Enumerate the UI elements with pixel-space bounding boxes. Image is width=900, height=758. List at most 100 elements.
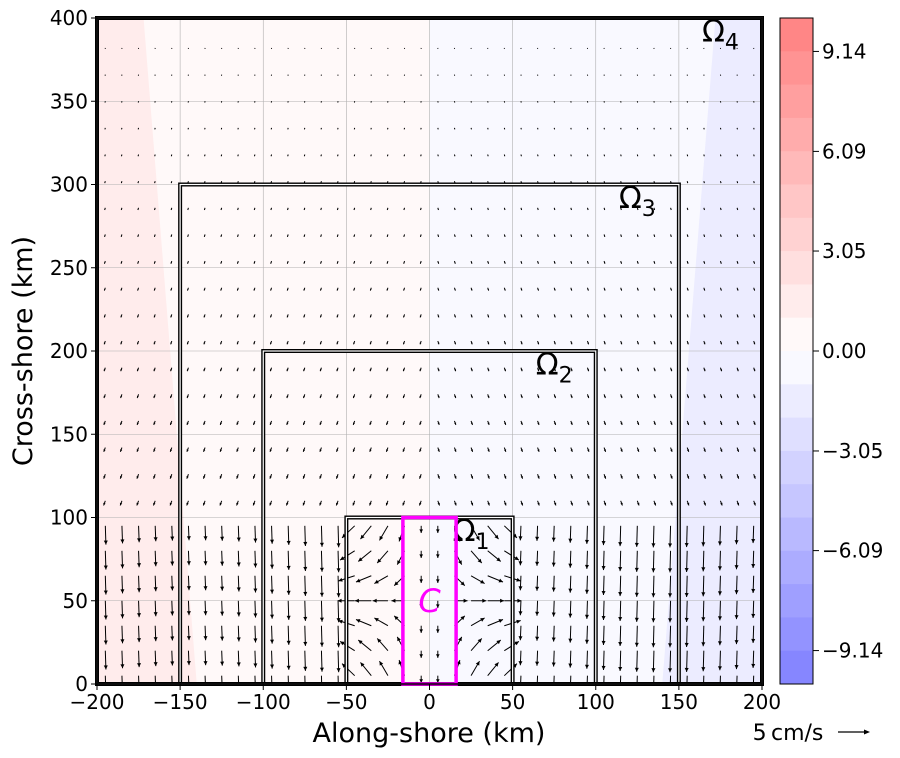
quiver-arrowhead <box>703 422 706 425</box>
quiver-arrowhead <box>470 128 472 130</box>
domain-label: Ω1 <box>453 514 490 555</box>
quiver-arrowhead <box>420 262 422 264</box>
quiver-arrowhead <box>369 449 372 452</box>
colorbar-segment <box>780 251 813 285</box>
quiver-arrowhead <box>537 208 539 211</box>
quiver-arrowhead <box>286 502 289 506</box>
quiver-arrowhead <box>504 128 505 130</box>
quiver-arrowhead <box>701 692 705 696</box>
quiver-arrowhead <box>703 182 705 184</box>
quiver-arrowhead <box>753 182 755 184</box>
quiver-arrowhead <box>286 369 289 372</box>
quiver-arrowhead <box>668 618 673 623</box>
quiver-arrowhead <box>720 182 722 184</box>
channel-label: C <box>418 582 441 620</box>
quiver-arrowhead <box>302 449 306 452</box>
quiver-arrowhead <box>203 502 206 506</box>
quiver-arrowhead <box>203 315 206 318</box>
quiver-arrowhead <box>104 75 106 76</box>
quiver-arrowhead <box>520 288 523 291</box>
quiver-arrowhead <box>637 342 639 345</box>
quiver-arrowhead <box>154 75 156 76</box>
quiver-arrowhead <box>436 579 440 583</box>
quiver-arrowhead <box>203 369 206 372</box>
quiver-arrowhead <box>170 561 175 566</box>
quiver-arrowhead <box>670 75 671 76</box>
quiver-arrowhead <box>537 502 540 506</box>
quiver-arrowhead <box>303 395 306 399</box>
quiver-arrowhead <box>136 502 139 506</box>
quiver-arrowhead <box>520 262 523 264</box>
quiver-arrowhead <box>686 288 689 291</box>
quiver-arrowhead <box>651 643 656 648</box>
quiver-arrowhead <box>498 578 504 583</box>
quiver-arrowhead <box>394 581 399 586</box>
colorbar-tick-label: 6.09 <box>822 139 867 163</box>
quiver-arrowhead <box>138 101 139 103</box>
quiver-arrowhead <box>570 449 573 452</box>
quiver-arrowhead <box>570 369 573 372</box>
quiver-arrowhead <box>403 342 405 345</box>
quiver-arrowhead <box>153 342 156 345</box>
quiver-arrowhead <box>137 208 139 211</box>
quiver-arrowhead <box>220 288 222 291</box>
quiver-arrowhead <box>734 540 739 545</box>
quiver-arrowhead <box>154 101 156 103</box>
quiver-arrowhead <box>653 128 655 130</box>
quiver-arrowhead <box>169 449 173 452</box>
quiver-arrowhead <box>104 288 106 291</box>
quiver-arrowhead <box>437 502 440 506</box>
quiver-arrowhead <box>171 155 173 157</box>
colorbar-segment <box>780 517 813 552</box>
quiver-arrowhead <box>480 579 485 584</box>
quiver-arrowhead <box>220 661 225 666</box>
quiver-arrowhead <box>369 422 372 425</box>
quiver-arrowhead <box>463 598 468 603</box>
quiver-arrowhead <box>137 369 139 372</box>
quiver-arrowhead <box>153 476 156 479</box>
quiver-arrowhead <box>104 208 106 211</box>
quiver-arrow <box>653 675 655 684</box>
quiver-arrowhead <box>254 101 256 103</box>
quiver-arrowhead <box>319 667 324 672</box>
quiver-arrowhead <box>487 502 490 506</box>
quiver-arrowhead <box>454 155 456 157</box>
quiver-arrowhead <box>236 537 241 542</box>
quiver-arrowhead <box>551 612 556 617</box>
quiver-arrowhead <box>470 208 472 211</box>
quiver-arrowhead <box>670 101 672 103</box>
quiver-arrowhead <box>386 262 389 264</box>
y-tick-label: 350 <box>50 89 88 113</box>
quiver-arrowhead <box>386 288 389 291</box>
quiver-arrowhead <box>436 529 440 534</box>
quiver-arrow <box>752 675 755 684</box>
quiver-arrowhead <box>487 288 489 291</box>
quiver-arrowhead <box>253 395 256 399</box>
quiver-arrowhead <box>402 449 405 452</box>
quiver-arrowhead <box>137 235 139 237</box>
quiver-arrowhead <box>154 262 156 264</box>
quiver-arrowhead <box>121 128 123 130</box>
quiver-arrowhead <box>171 128 172 130</box>
quiver-arrowhead <box>635 693 639 697</box>
colorbar-segment <box>780 51 813 86</box>
quiver-arrowhead <box>537 288 539 291</box>
quiver-arrowhead <box>319 617 324 622</box>
quiver-arrowhead <box>187 128 189 130</box>
quiver-arrowhead <box>136 476 139 479</box>
colorbar-tick-label: 0.00 <box>822 339 867 363</box>
quiver-arrowhead <box>302 476 306 479</box>
quiver-arrowhead <box>720 342 722 345</box>
quiver-arrowhead <box>253 563 258 568</box>
quiver-arrowhead <box>753 315 755 318</box>
quiver-arrowhead <box>504 476 507 479</box>
x-tick-label: −150 <box>153 690 208 714</box>
quiver-arrowhead <box>186 369 189 372</box>
quiver-arrowhead <box>437 449 440 452</box>
quiver-arrowhead <box>587 422 590 425</box>
quiver-arrowhead <box>686 155 688 157</box>
quiver-arrowhead <box>120 664 125 669</box>
quiver-arrowhead <box>387 208 389 211</box>
quiver-arrowhead <box>736 422 739 425</box>
quiver-arrowhead <box>253 342 256 345</box>
